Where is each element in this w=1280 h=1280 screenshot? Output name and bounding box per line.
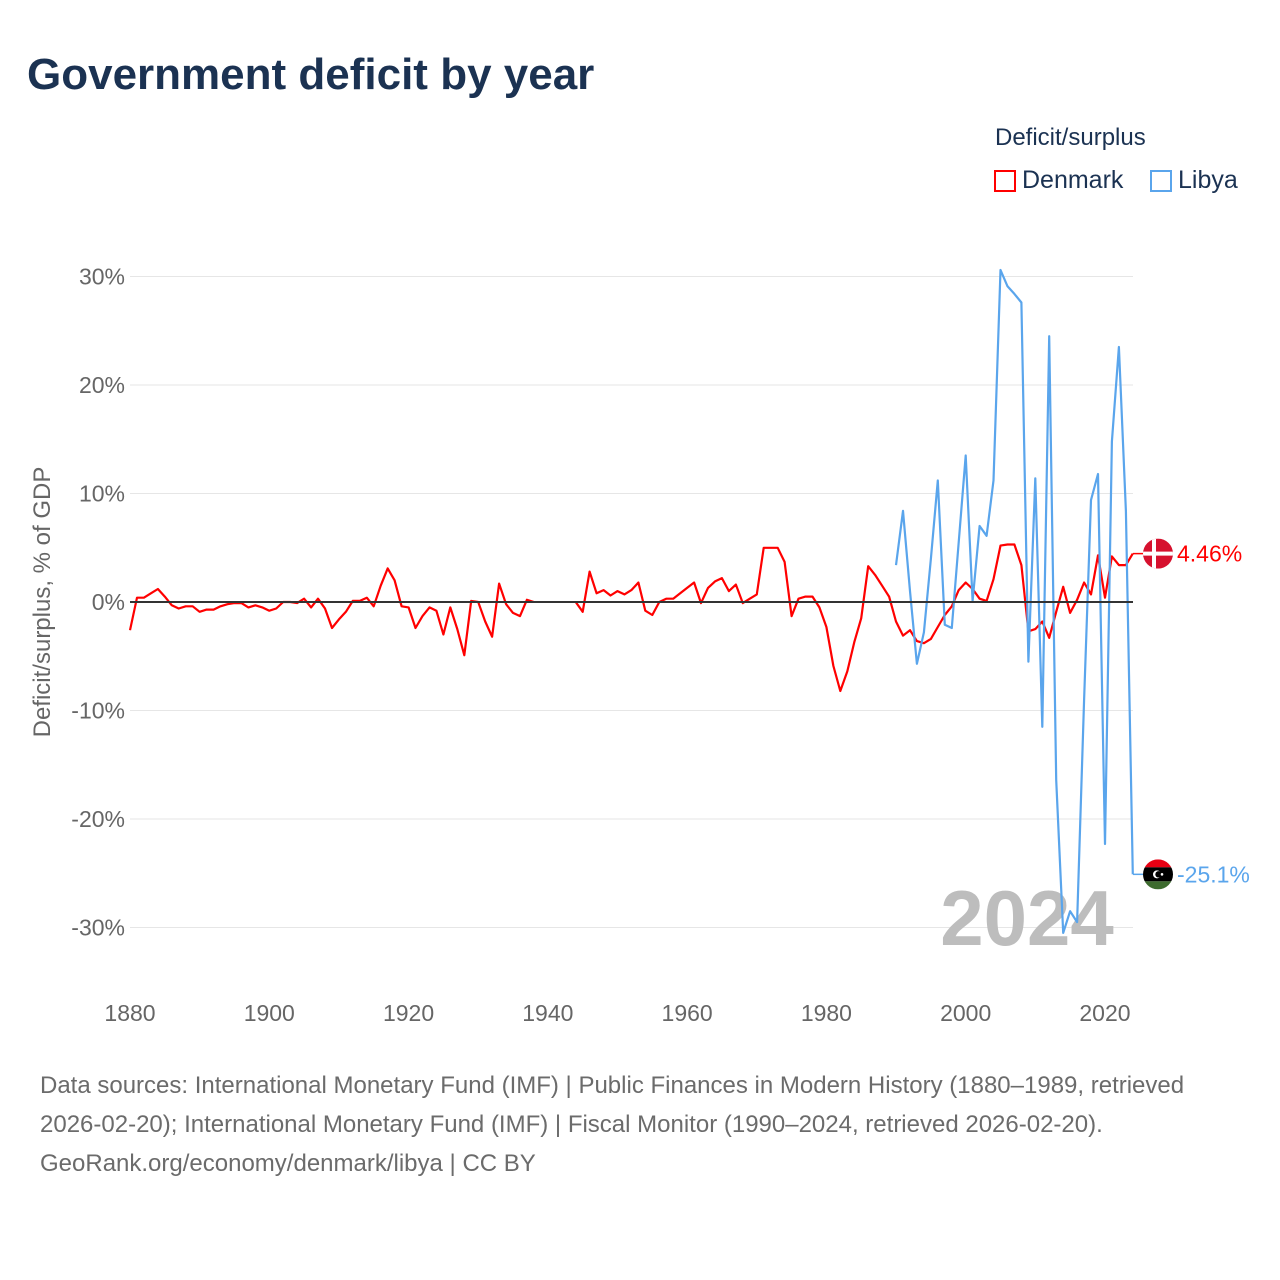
- x-tick-label: 1940: [522, 1000, 573, 1026]
- legend-title: Deficit/surplus: [995, 124, 1146, 151]
- legend-item-libya[interactable]: Libya: [1150, 166, 1238, 195]
- y-tick-label: -30%: [71, 915, 125, 941]
- credit-link[interactable]: GeoRank.org/economy/denmark/libya | CC B…: [40, 1150, 536, 1177]
- legend-swatch-denmark: [994, 169, 1016, 192]
- end-value-label: -25.1%: [1177, 861, 1250, 887]
- x-tick-label: 1920: [383, 1000, 434, 1026]
- y-tick-label: 20%: [79, 372, 125, 398]
- footer: Data sources: International Monetary Fun…: [40, 1066, 1240, 1183]
- legend-item-denmark[interactable]: Denmark: [994, 166, 1123, 195]
- x-tick-label: 1960: [662, 1000, 713, 1026]
- legend-swatch-libya: [1150, 169, 1172, 192]
- y-tick-label: -10%: [71, 698, 125, 724]
- x-tick-label: 2020: [1079, 1000, 1130, 1026]
- x-tick-label: 1880: [104, 1000, 155, 1026]
- y-tick-label: 10%: [79, 481, 125, 507]
- x-tick-label: 2000: [940, 1000, 991, 1026]
- series-line-denmark: [128, 543, 1134, 693]
- libya-flag-icon: [1143, 859, 1173, 890]
- flag-cross: [1143, 551, 1173, 556]
- crescent: [1155, 871, 1162, 878]
- flag: [1143, 538, 1173, 569]
- flag-stripe: [1143, 859, 1173, 868]
- legend-label: Libya: [1178, 166, 1238, 194]
- x-tick-label: 1900: [244, 1000, 295, 1026]
- y-axis-label: Deficit/surplus, % of GDP: [29, 467, 56, 738]
- x-tick-label: 1980: [801, 1000, 852, 1026]
- chart-title: Government deficit by year: [27, 50, 595, 99]
- y-tick-label: 0%: [92, 589, 125, 615]
- legend-label: Denmark: [1022, 166, 1124, 194]
- denmark-flag-icon: [1143, 538, 1173, 569]
- y-tick-label: -20%: [71, 806, 125, 832]
- flag-stripe: [1143, 881, 1173, 890]
- series-line-libya: [894, 268, 1134, 934]
- data-sources: Data sources: International Monetary Fun…: [40, 1072, 1185, 1138]
- y-tick-label: 30%: [79, 264, 125, 290]
- flag: [1143, 859, 1173, 890]
- end-value-label: 4.46%: [1177, 541, 1242, 567]
- year-watermark: 2024: [940, 874, 1114, 962]
- line-chart: 30% 20% 10% 0% -10% -20% -30% 1880 1900 1920 1940 1…: [29, 264, 1250, 1027]
- star: [1160, 873, 1164, 876]
